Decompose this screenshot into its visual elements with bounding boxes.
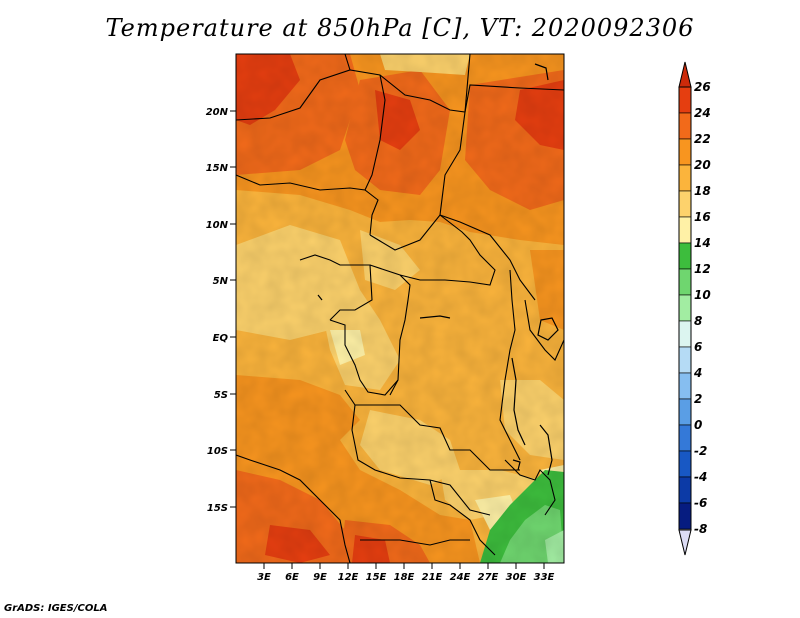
colorbar-swatch xyxy=(678,164,692,192)
lon-label-9e: 9E xyxy=(313,572,327,583)
colorbar-label-0: 0 xyxy=(694,418,702,432)
colorbar-label-neg2: -2 xyxy=(694,444,707,458)
lon-label-24e: 24E xyxy=(450,572,471,583)
country-borders xyxy=(236,54,564,563)
colorbar-swatch xyxy=(678,450,692,478)
colorbar-label-10: 10 xyxy=(694,288,711,302)
colorbar-label-neg6: -6 xyxy=(694,496,707,510)
lon-label-15e: 15E xyxy=(366,572,387,583)
colorbar-label-neg8: -8 xyxy=(694,522,707,536)
map-frame xyxy=(235,53,565,564)
colorbar-label-neg4: -4 xyxy=(694,470,707,484)
colorbar-label-2: 2 xyxy=(694,392,702,406)
colorbar-swatch xyxy=(678,372,692,400)
colorbar-swatch xyxy=(678,268,692,296)
colorbar-label-16: 16 xyxy=(694,210,711,224)
colorbar-swatch xyxy=(678,294,692,322)
colorbar-swatch xyxy=(678,190,692,218)
grads-credit: GrADS: IGES/COLA xyxy=(4,603,108,614)
colorbar-label-18: 18 xyxy=(694,184,711,198)
lon-label-27e: 27E xyxy=(478,572,499,583)
colorbar-swatch xyxy=(678,502,692,530)
colorbar-label-26: 26 xyxy=(694,80,711,94)
colorbar-swatch xyxy=(678,398,692,426)
lat-label-eq: EQ xyxy=(213,333,229,344)
colorbar-label-8: 8 xyxy=(694,314,702,328)
lat-label-15s: 15S xyxy=(207,503,228,514)
lon-label-6e: 6E xyxy=(285,572,299,583)
colorbar-label-6: 6 xyxy=(694,340,702,354)
colorbar-swatch xyxy=(678,242,692,270)
colorbar-label-4: 4 xyxy=(693,366,702,380)
colorbar-over-arrow xyxy=(679,62,691,87)
colorbar-swatch xyxy=(678,424,692,452)
map-title: Temperature at 850hPa [C], VT: 202009230… xyxy=(105,14,695,42)
lat-label-10n: 10N xyxy=(206,220,229,231)
lon-label-21e: 21E xyxy=(422,572,443,583)
lat-label-20n: 20N xyxy=(206,107,229,118)
colorbar-label-20: 20 xyxy=(694,158,711,172)
colorbar-swatch xyxy=(678,86,692,114)
colorbar-label-12: 12 xyxy=(694,262,711,276)
colorbar-label-14: 14 xyxy=(694,236,711,250)
colorbar-swatch xyxy=(678,476,692,504)
colorbar-under-arrow xyxy=(679,530,691,555)
temperature-field xyxy=(236,54,564,563)
lat-label-10s: 10S xyxy=(207,446,228,457)
lon-label-30e: 30E xyxy=(506,572,527,583)
lat-label-5s: 5S xyxy=(214,390,228,401)
lon-label-33e: 33E xyxy=(534,572,555,583)
colorbar-swatch xyxy=(678,320,692,348)
lon-label-3e: 3E xyxy=(257,572,271,583)
lat-label-5n: 5N xyxy=(213,276,229,287)
lon-label-12e: 12E xyxy=(338,572,359,583)
colorbar-swatch xyxy=(678,216,692,244)
colorbar: 26 24 22 20 18 16 14 12 10 8 6 4 2 0 -2 … xyxy=(678,61,711,556)
colorbar-label-22: 22 xyxy=(694,132,711,146)
lon-label-18e: 18E xyxy=(394,572,415,583)
colorbar-swatch xyxy=(678,346,692,374)
lake-outlines xyxy=(317,63,559,476)
colorbar-label-24: 24 xyxy=(694,106,711,120)
colorbar-swatch xyxy=(678,112,692,140)
colorbar-swatch xyxy=(678,138,692,166)
lat-label-15n: 15N xyxy=(206,163,229,174)
